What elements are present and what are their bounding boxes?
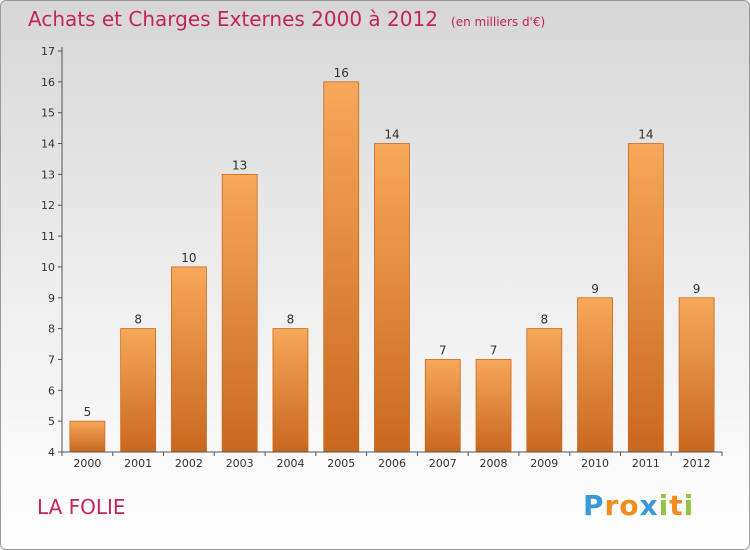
bar [171,266,207,453]
bar-value-label: 7 [439,343,447,357]
y-tick-label: 8 [48,323,55,336]
y-tick-label: 15 [41,107,55,120]
logo-letter: i [658,489,670,522]
logo-letter: i [683,489,695,522]
y-tick-label: 12 [41,199,55,212]
x-tick-label: 2003 [226,457,254,470]
bar [424,359,461,453]
bar-value-label: 5 [84,405,92,419]
logo-letter: x [639,489,659,522]
x-tick-label: 2006 [378,457,406,470]
y-tick-label: 14 [41,138,55,151]
logo-letter: P [583,489,605,522]
bar [678,297,715,453]
x-tick-label: 2000 [73,457,101,470]
x-tick-label: 2010 [581,457,609,470]
bar [374,143,410,453]
bar [526,328,563,453]
bar [475,359,512,453]
y-tick-label: 6 [48,384,55,397]
y-tick-label: 9 [48,292,55,305]
y-tick-label: 7 [48,353,55,366]
bar [221,173,258,453]
y-tick-label: 17 [41,45,55,58]
x-tick-label: 2004 [276,457,304,470]
bar-value-label: 7 [490,343,498,357]
logo-letter: r [604,489,620,522]
x-tick-label: 2012 [683,457,711,470]
logo-letter: o [619,489,640,522]
bar-value-label: 14 [638,128,653,142]
y-tick-label: 4 [48,446,55,459]
x-tick-label: 2007 [429,457,457,470]
x-tick-label: 2005 [327,457,355,470]
bar [323,81,360,453]
y-tick-label: 10 [41,261,55,274]
bar [120,328,157,453]
x-tick-label: 2011 [632,457,660,470]
proxiti-logo[interactable]: Proxiti [583,489,694,522]
y-tick-label: 13 [41,168,55,181]
bar-value-label: 9 [693,282,701,296]
y-tick-label: 11 [41,230,55,243]
y-tick-label: 16 [41,76,55,89]
location-label: LA FOLIE [37,495,126,519]
bar [272,328,309,453]
title-block: Achats et Charges Externes 2000 à 2012 (… [28,7,545,31]
bar [69,420,106,453]
axis-layer [58,47,723,456]
bar-value-label: 13 [232,158,247,172]
x-tick-label: 2008 [480,457,508,470]
logo-letter: t [669,489,684,522]
bar [577,297,613,453]
x-tick-label: 2001 [124,457,152,470]
x-tick-label: 2002 [175,457,203,470]
bar-value-label: 8 [287,313,295,327]
chart-subtitle: (en milliers d'€) [451,15,546,29]
bar-value-label: 8 [134,313,142,327]
chart-title: Achats et Charges Externes 2000 à 2012 [28,7,438,31]
bar-value-label: 8 [540,313,548,327]
bar-value-label: 10 [181,251,196,265]
y-tick-label: 5 [48,415,55,428]
bar-value-label: 14 [384,128,399,142]
bar-value-label: 16 [334,66,349,80]
bar-value-label: 9 [591,282,599,296]
bar [627,143,664,453]
x-tick-label: 2009 [530,457,558,470]
bars-layer [69,81,715,453]
labels-layer: 4 5 6 7 8 9 10 11 12 13 14 15 16 17 5 2000 8 2001 10 2002 13… [41,45,711,470]
